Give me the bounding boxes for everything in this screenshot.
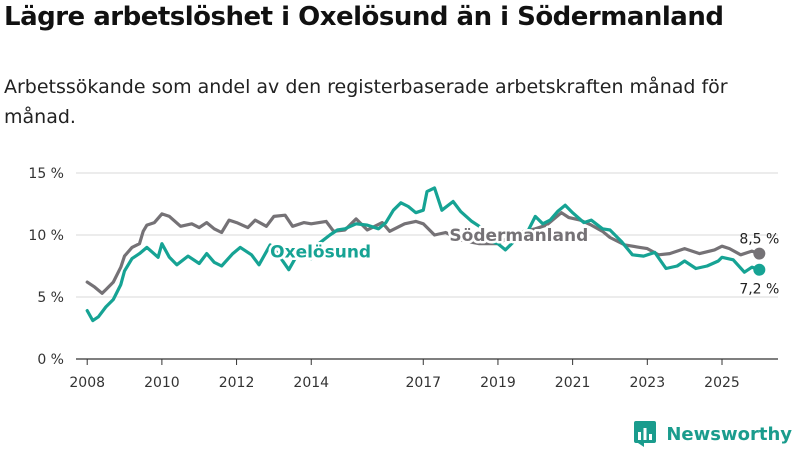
chart-title: Lägre arbetslöshet i Oxelösund än i Söde… [4,2,724,32]
x-tick-label: 2019 [480,375,516,391]
y-tick-label: 0 % [37,352,64,368]
x-tick-label: 2017 [405,375,441,391]
y-axis-ticks: 0 % 5 % 10 % 15 % [28,166,64,368]
x-tick-label: 2023 [629,375,665,391]
newsworthy-logo-icon [634,421,657,447]
series-label-sodermanland: Södermanland [449,226,588,246]
series-line-sodermanland [85,211,761,295]
x-tick-label: 2021 [555,375,591,391]
y-tick-label: 10 % [28,228,64,244]
y-tick-label: 15 % [28,166,64,182]
x-axis-ticks: 2008 2010 2012 2014 2017 2019 2021 2023 2025 [69,359,740,391]
brand-logo[interactable]: Newsworthy [634,419,792,449]
end-point-sodermanland [753,247,766,260]
x-tick-label: 2014 [293,375,329,391]
series-lines [85,186,766,323]
series-line-oxelosund [85,186,761,323]
brand-name: Newsworthy [666,423,792,445]
series-label-oxelosund: Oxelösund [270,242,371,262]
chart-subtitle: Arbetssökande som andel av den registerb… [4,76,728,128]
gridlines [76,172,778,360]
end-value-sodermanland: 8,5 % [739,232,779,248]
end-point-oxelosund [753,263,766,276]
series-labels: Oxelösund Södermanland 8,5 % 7,2 % [268,224,780,298]
y-tick-label: 5 % [37,290,64,306]
x-tick-label: 2025 [704,375,740,391]
x-tick-label: 2008 [69,375,105,391]
x-tick-label: 2012 [219,375,255,391]
end-value-oxelosund: 7,2 % [739,282,779,298]
x-tick-label: 2010 [144,375,180,391]
